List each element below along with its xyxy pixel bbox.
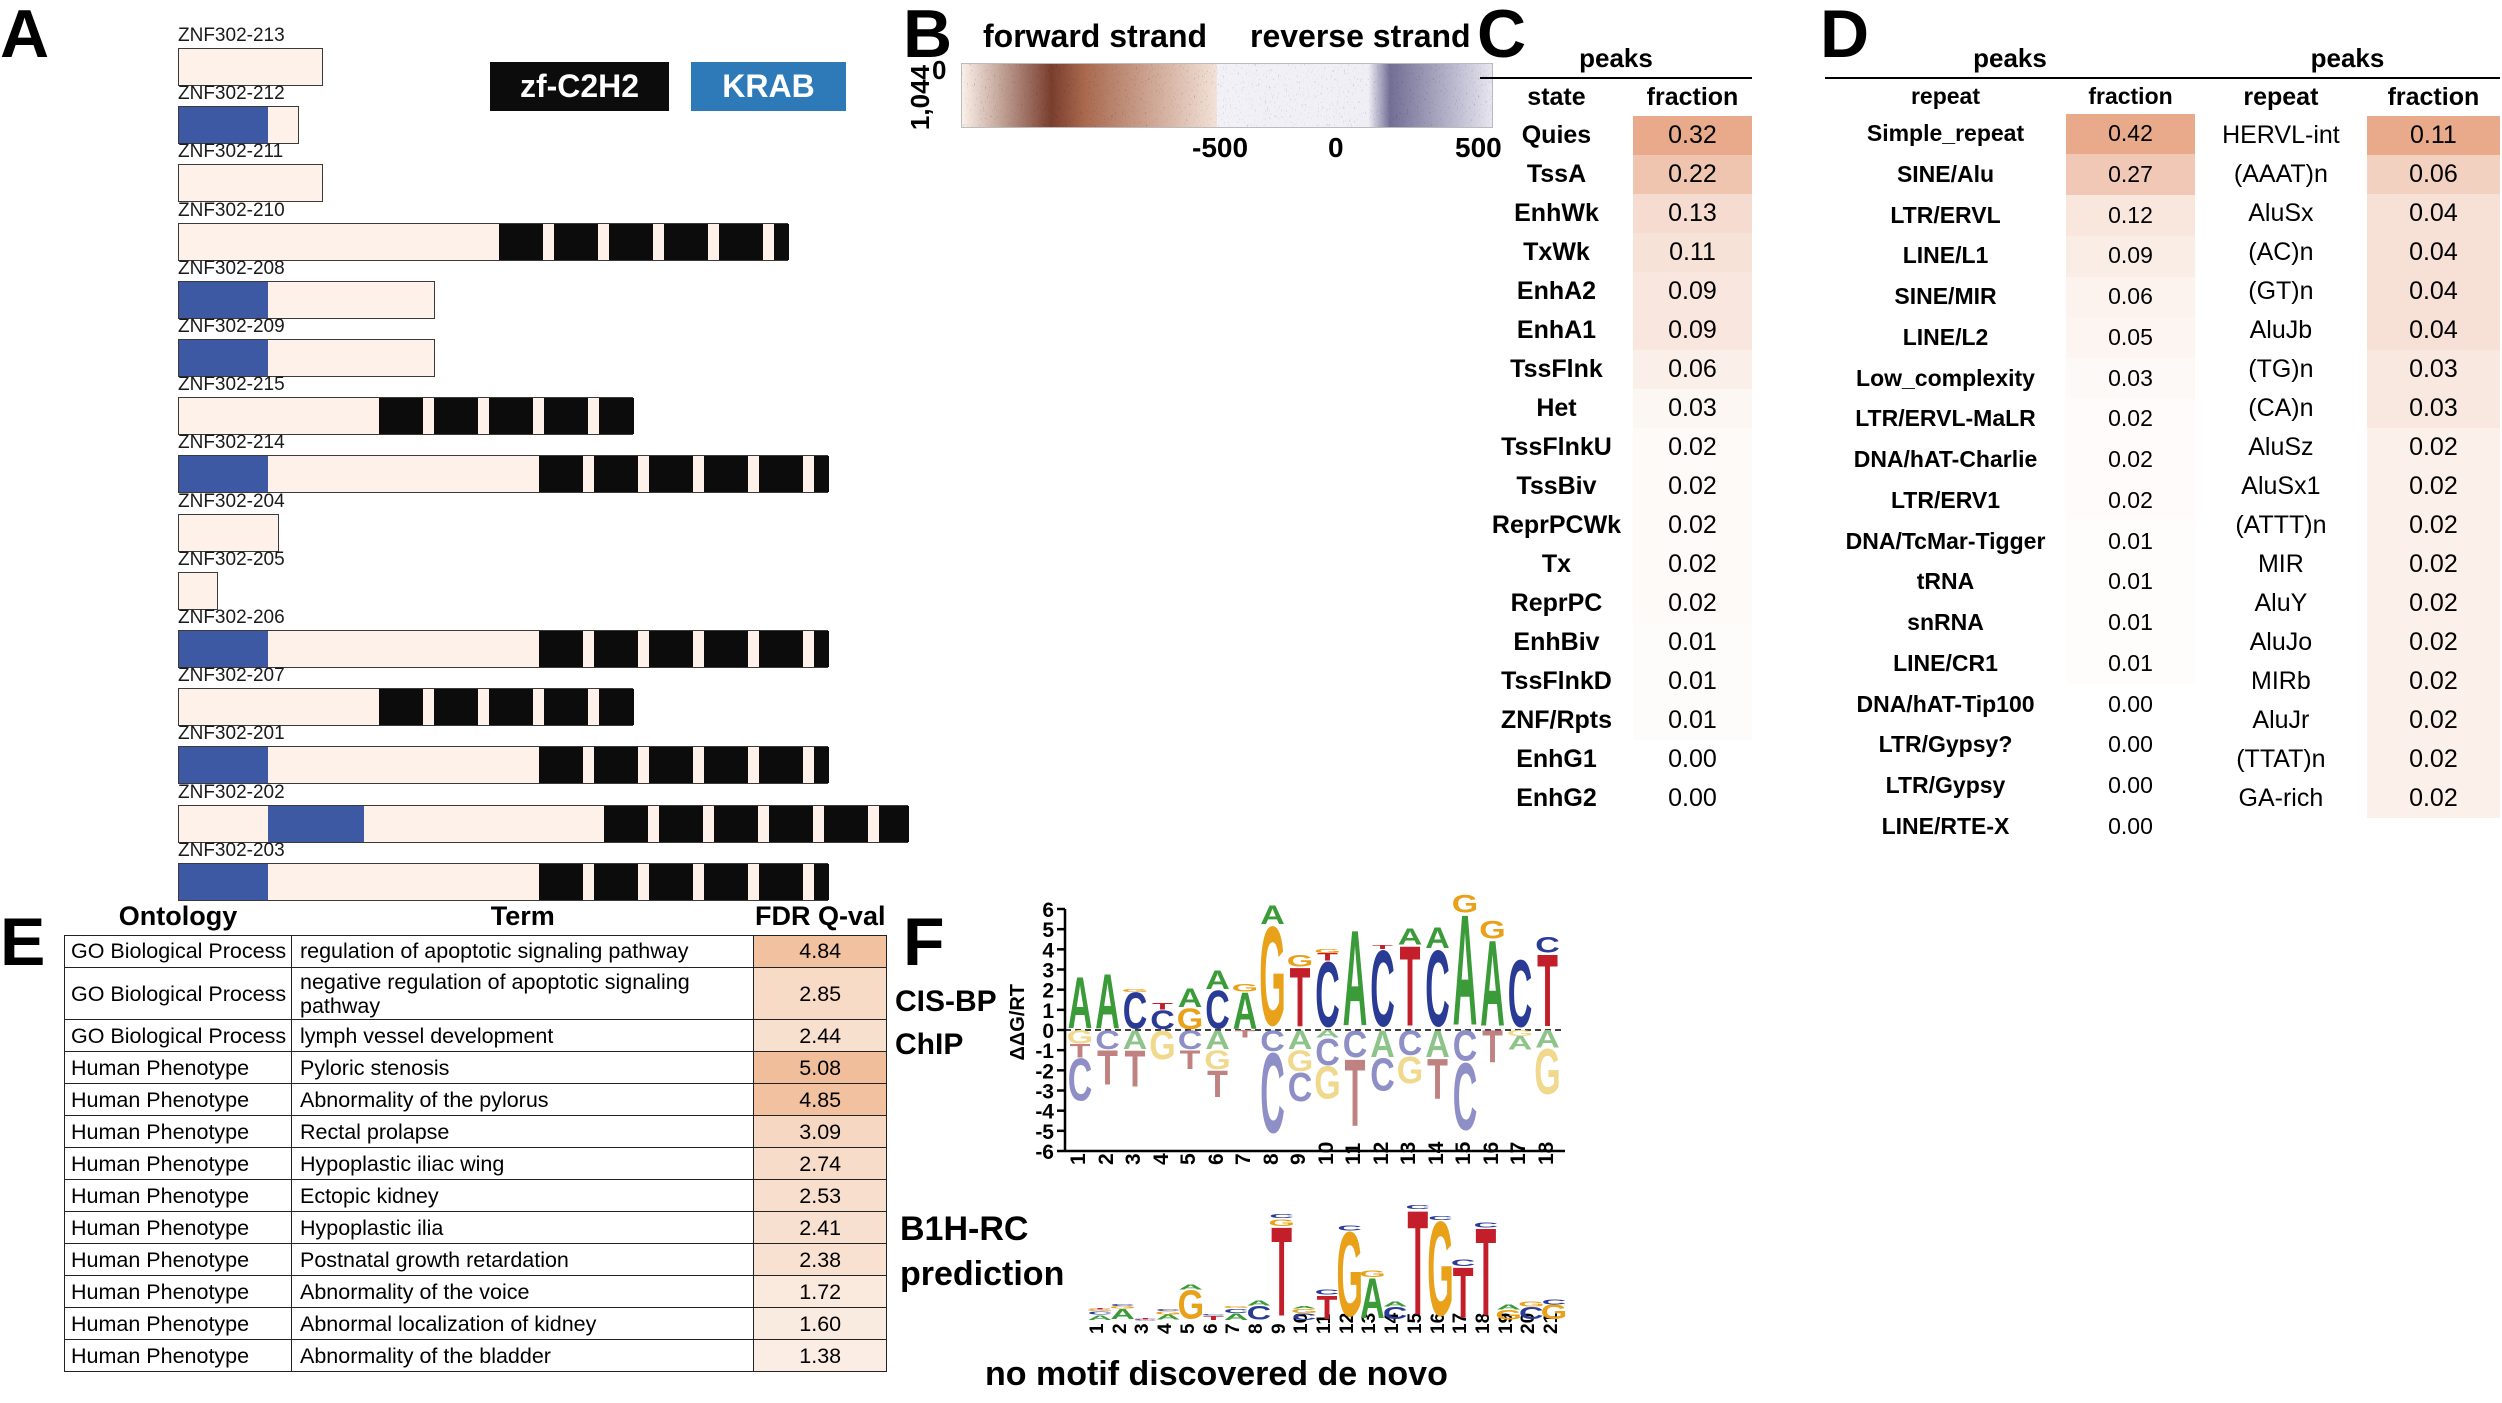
svg-text:-6: -6 bbox=[1035, 1141, 1054, 1164]
